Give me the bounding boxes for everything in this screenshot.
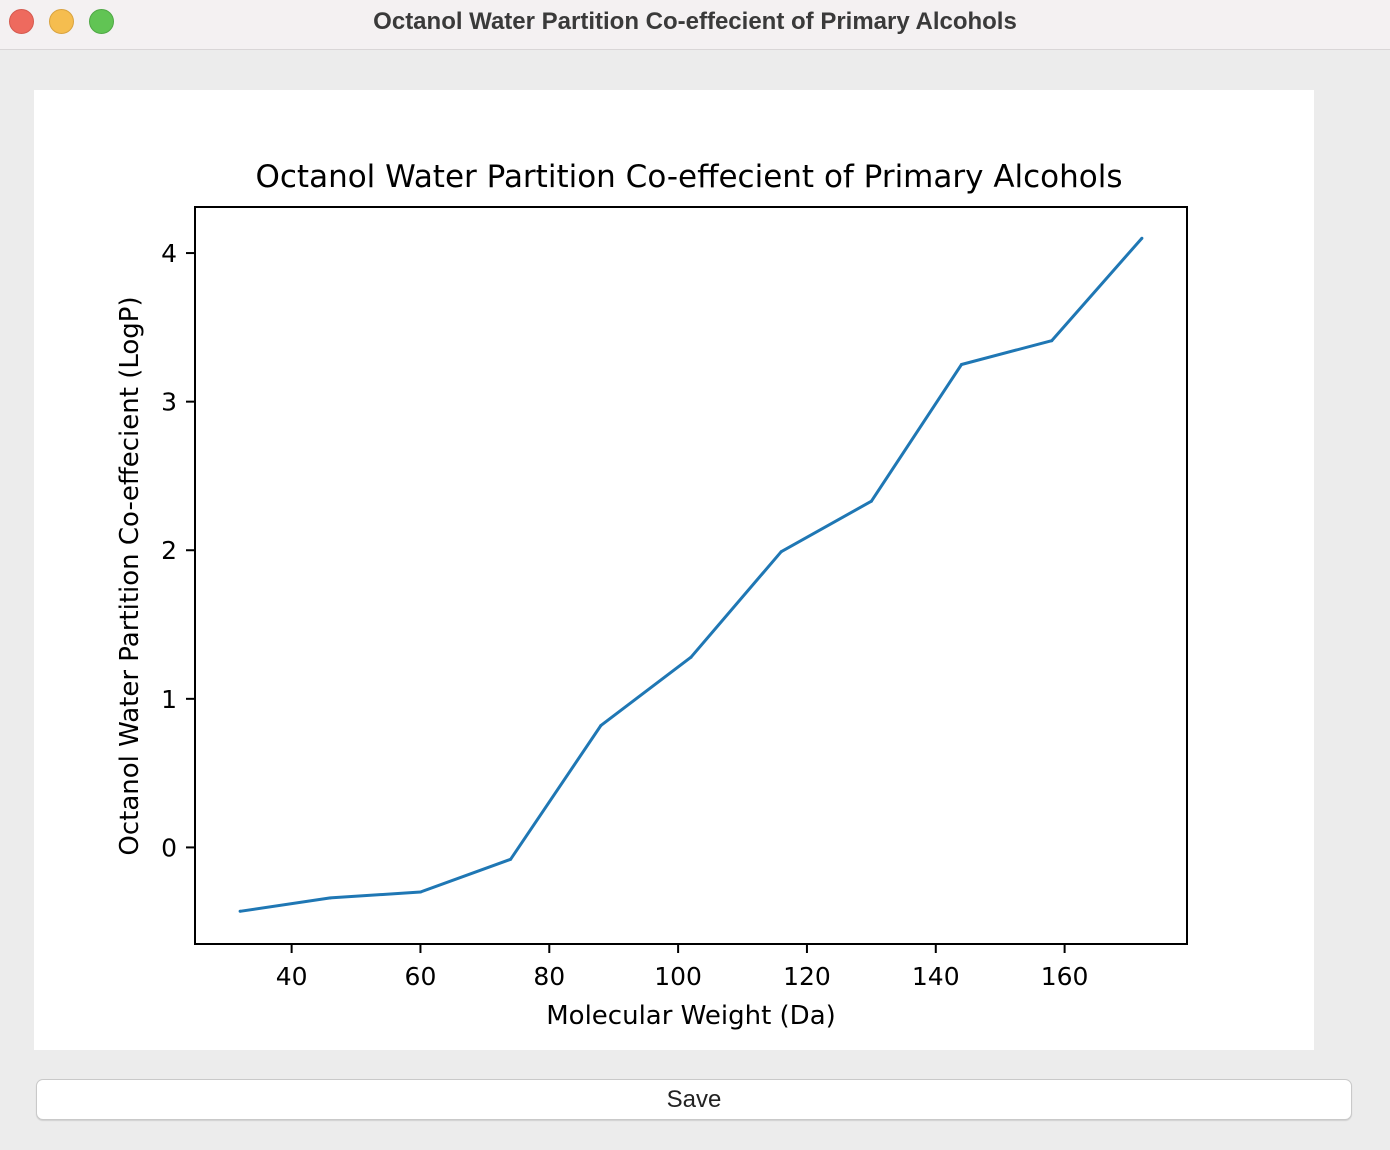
close-window-button[interactable]: [9, 9, 34, 34]
data-point: [689, 655, 693, 659]
zoom-window-button[interactable]: [89, 9, 114, 34]
x-axis-label: Molecular Weight (Da): [546, 1001, 836, 1031]
y-tick-label: 1: [161, 685, 177, 714]
data-point: [328, 896, 332, 900]
y-tick-label: 3: [161, 388, 177, 417]
chart-title: Octanol Water Partition Co-effecient of …: [255, 159, 1122, 195]
save-button[interactable]: Save: [36, 1079, 1352, 1120]
y-axis-label: Octanol Water Partition Co-effecient (Lo…: [115, 296, 145, 855]
x-tick-label: 140: [912, 962, 960, 991]
data-point: [779, 550, 783, 554]
x-tick-label: 80: [533, 962, 565, 991]
data-point: [238, 909, 242, 913]
title-bar: Octanol Water Partition Co-effecient of …: [0, 0, 1390, 50]
x-tick-label: 160: [1041, 962, 1089, 991]
x-tick-label: 60: [405, 962, 437, 991]
plot-canvas: Octanol Water Partition Co-effecient of …: [34, 90, 1314, 1050]
minimize-window-button[interactable]: [49, 9, 74, 34]
data-point: [869, 499, 873, 503]
series-line: [239, 237, 1144, 913]
y-tick-label: 0: [161, 833, 177, 862]
x-tick-label: 100: [654, 962, 702, 991]
data-point: [1140, 236, 1144, 240]
window-title: Octanol Water Partition Co-effecient of …: [373, 8, 1017, 35]
data-point: [509, 857, 513, 861]
data-point: [418, 890, 422, 894]
y-tick-label: 2: [161, 536, 177, 565]
x-tick-label: 40: [276, 962, 308, 991]
plot-frame: [194, 206, 1188, 945]
y-tick-label: 4: [161, 239, 177, 268]
data-point: [960, 363, 964, 367]
data-point: [599, 724, 603, 728]
x-tick-label: 120: [783, 962, 831, 991]
line-chart: Octanol Water Partition Co-effecient of …: [115, 159, 1188, 1031]
data-point: [1050, 339, 1054, 343]
